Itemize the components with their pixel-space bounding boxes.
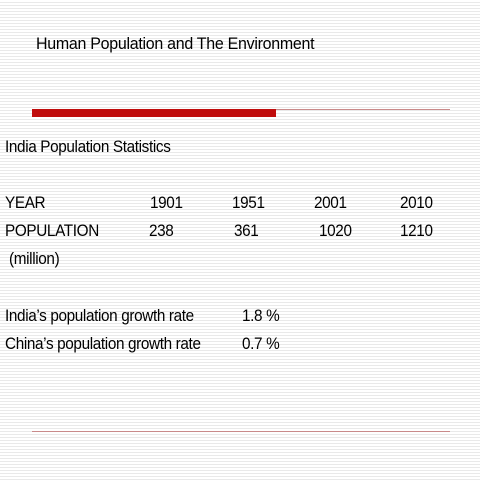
accent-bar [32, 109, 276, 117]
growth-label-china: China’s population growth rate [5, 334, 201, 353]
population-cell: 361 [234, 221, 259, 240]
population-unit: (million) [9, 249, 60, 268]
population-cell: 1020 [319, 221, 352, 240]
divider-line-bottom [32, 431, 450, 432]
growth-label-india: India’s population growth rate [5, 306, 194, 325]
year-label: YEAR [5, 193, 46, 212]
section-heading: India Population Statistics [5, 137, 171, 156]
growth-value-china: 0.7 % [242, 334, 280, 353]
year-cell: 2001 [314, 193, 347, 212]
slide-title: Human Population and The Environment [36, 34, 315, 53]
year-cell: 2010 [400, 193, 433, 212]
growth-value-india: 1.8 % [242, 306, 280, 325]
year-cell: 1951 [232, 193, 265, 212]
year-cell: 1901 [150, 193, 183, 212]
population-cell: 1210 [400, 221, 433, 240]
population-label: POPULATION [5, 221, 99, 240]
population-cell: 238 [149, 221, 174, 240]
